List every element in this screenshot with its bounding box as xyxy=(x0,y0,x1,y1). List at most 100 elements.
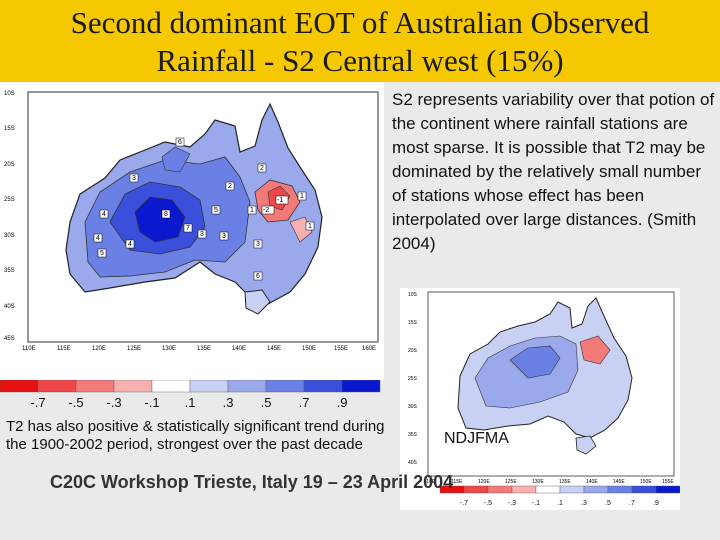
main-x-axis-labels: 110E 115E 120E 125E 130E 135E 140E 145E … xyxy=(22,346,376,352)
x-tick: 125E xyxy=(505,479,517,485)
contour-label-16: -2 xyxy=(261,205,275,215)
x-tick: 125E xyxy=(127,346,141,352)
colorbar-swatch xyxy=(75,379,115,393)
contour-label-11: 7 xyxy=(183,223,193,233)
x-tick: 130E xyxy=(532,479,544,485)
svg-text:2: 2 xyxy=(260,165,264,172)
svg-text:8: 8 xyxy=(164,211,168,218)
svg-text:-1: -1 xyxy=(277,197,283,204)
colorbar-label: -.3 xyxy=(508,500,516,507)
contour-label-15: 2 xyxy=(225,181,235,191)
colorbar-label: .5 xyxy=(605,500,611,507)
main-colorbar-swatches xyxy=(0,379,381,393)
svg-text:3: 3 xyxy=(222,233,226,240)
colorbar-swatch xyxy=(189,379,229,393)
contour-label-5: 4 xyxy=(99,209,109,219)
colorbar-label: .9 xyxy=(653,500,659,507)
x-tick: 115E xyxy=(451,479,463,485)
y-tick: 40S xyxy=(408,460,418,466)
contour-label-20: 1 xyxy=(305,221,315,231)
colorbar-label: -.7 xyxy=(460,500,468,507)
main-rainfall-map: 6 3 4 5 4 4 3 8 3 2 7 5 3 6 2 -2 -1 1 1 … xyxy=(0,82,384,380)
footer-text: C20C Workshop Trieste, Italy 19 – 23 Apr… xyxy=(50,472,454,492)
y-tick: 25S xyxy=(4,197,15,203)
y-tick: 15S xyxy=(408,320,418,326)
contour-label-17: -1 xyxy=(275,195,289,205)
x-tick: 140E xyxy=(586,479,598,485)
y-tick: 35S xyxy=(4,268,15,274)
seasonal-rainfall-map: 10S 15S 20S 25S 30S 35S 40S 110E 115E 12… xyxy=(400,288,681,510)
colorbar-label: .3 xyxy=(581,500,587,507)
small-x-axis-labels: 110E 115E 120E 125E 130E 135E 140E 145E … xyxy=(424,479,674,485)
colorbar-swatch xyxy=(303,379,343,393)
svg-text:3: 3 xyxy=(200,231,204,238)
y-tick: 30S xyxy=(408,404,418,410)
colorbar-label: .1 xyxy=(185,395,196,410)
x-tick: 135E xyxy=(559,479,571,485)
title-line-1: Second dominant EOT of Australian Observ… xyxy=(70,5,650,40)
title-bar xyxy=(0,0,720,82)
tasmania-outline xyxy=(244,289,271,315)
x-tick: 150E xyxy=(640,479,652,485)
x-tick: 130E xyxy=(162,346,176,352)
colorbar-label: .1 xyxy=(557,500,563,507)
contour-label-7: 3 xyxy=(197,229,207,239)
colorbar-label: .7 xyxy=(629,500,635,507)
contour-label-19: 1 xyxy=(247,205,257,215)
svg-text:3: 3 xyxy=(256,241,260,248)
description-text: S2 represents variability over that poti… xyxy=(392,90,715,253)
x-tick: 155E xyxy=(662,479,674,485)
contour-label-10: 2 xyxy=(257,163,267,173)
small-contour-high xyxy=(509,345,561,379)
x-tick: 110E xyxy=(22,346,36,352)
contour-label-6: 4 xyxy=(93,233,103,243)
svg-text:1: 1 xyxy=(308,223,312,230)
svg-text:6: 6 xyxy=(256,273,260,280)
y-tick: 20S xyxy=(408,348,418,354)
colorbar-swatch xyxy=(151,379,191,393)
x-tick: 120E xyxy=(92,346,106,352)
colorbar-swatch xyxy=(341,379,381,393)
svg-text:1: 1 xyxy=(300,193,304,200)
svg-text:4: 4 xyxy=(96,235,100,242)
colorbar-swatch xyxy=(655,485,681,494)
x-tick: 110E xyxy=(424,479,436,485)
colorbar-label: .9 xyxy=(337,395,348,410)
x-tick: 145E xyxy=(613,479,625,485)
slide-title: Second dominant EOT of Australian Observ… xyxy=(0,4,720,80)
contour-label-12: 5 xyxy=(211,205,221,215)
colorbar-swatch xyxy=(631,485,657,494)
colorbar-swatch xyxy=(463,485,489,494)
svg-text:5: 5 xyxy=(214,207,218,214)
colorbar-swatch xyxy=(535,485,561,494)
colorbar-swatch xyxy=(511,485,537,494)
y-tick: 25S xyxy=(408,376,418,382)
contour-peak xyxy=(134,196,186,243)
svg-text:2: 2 xyxy=(228,183,232,190)
colorbar-swatch xyxy=(37,379,77,393)
main-map-svg: 6 3 4 5 4 4 3 8 3 2 7 5 3 6 2 -2 -1 1 1 … xyxy=(4,91,379,352)
colorbar-label: -.5 xyxy=(484,500,492,507)
contour-label-1: 6 xyxy=(175,137,185,147)
y-tick: 15S xyxy=(4,126,15,132)
colorbar-label: -.1 xyxy=(144,395,159,410)
trend-text: T2 has also positive & statistically sig… xyxy=(6,418,385,453)
y-tick: 40S xyxy=(4,304,15,310)
contour-label-4: 5 xyxy=(97,248,107,258)
y-tick: 20S xyxy=(4,162,15,168)
main-y-axis-labels: 10S 15S 20S 25S 30S 35S 40S 45S xyxy=(4,91,15,342)
y-tick: 30S xyxy=(4,233,15,239)
colorbar-swatch xyxy=(265,379,305,393)
small-y-axis-labels: 10S 15S 20S 25S 30S 35S 40S xyxy=(408,292,418,466)
x-tick: 135E xyxy=(197,346,211,352)
x-tick: 150E xyxy=(302,346,316,352)
y-tick: 35S xyxy=(408,432,418,438)
x-tick: 140E xyxy=(232,346,246,352)
small-colorbar-labels: -.7 -.5 -.3 -.1 .1 .3 .5 .7 .9 xyxy=(460,500,659,507)
colorbar-swatch xyxy=(607,485,633,494)
svg-text:3: 3 xyxy=(132,175,136,182)
colorbar-swatch xyxy=(487,485,513,494)
y-tick: 10S xyxy=(4,91,15,97)
contour-label-14: 6 xyxy=(253,271,263,281)
colorbar-label: .7 xyxy=(299,395,310,410)
